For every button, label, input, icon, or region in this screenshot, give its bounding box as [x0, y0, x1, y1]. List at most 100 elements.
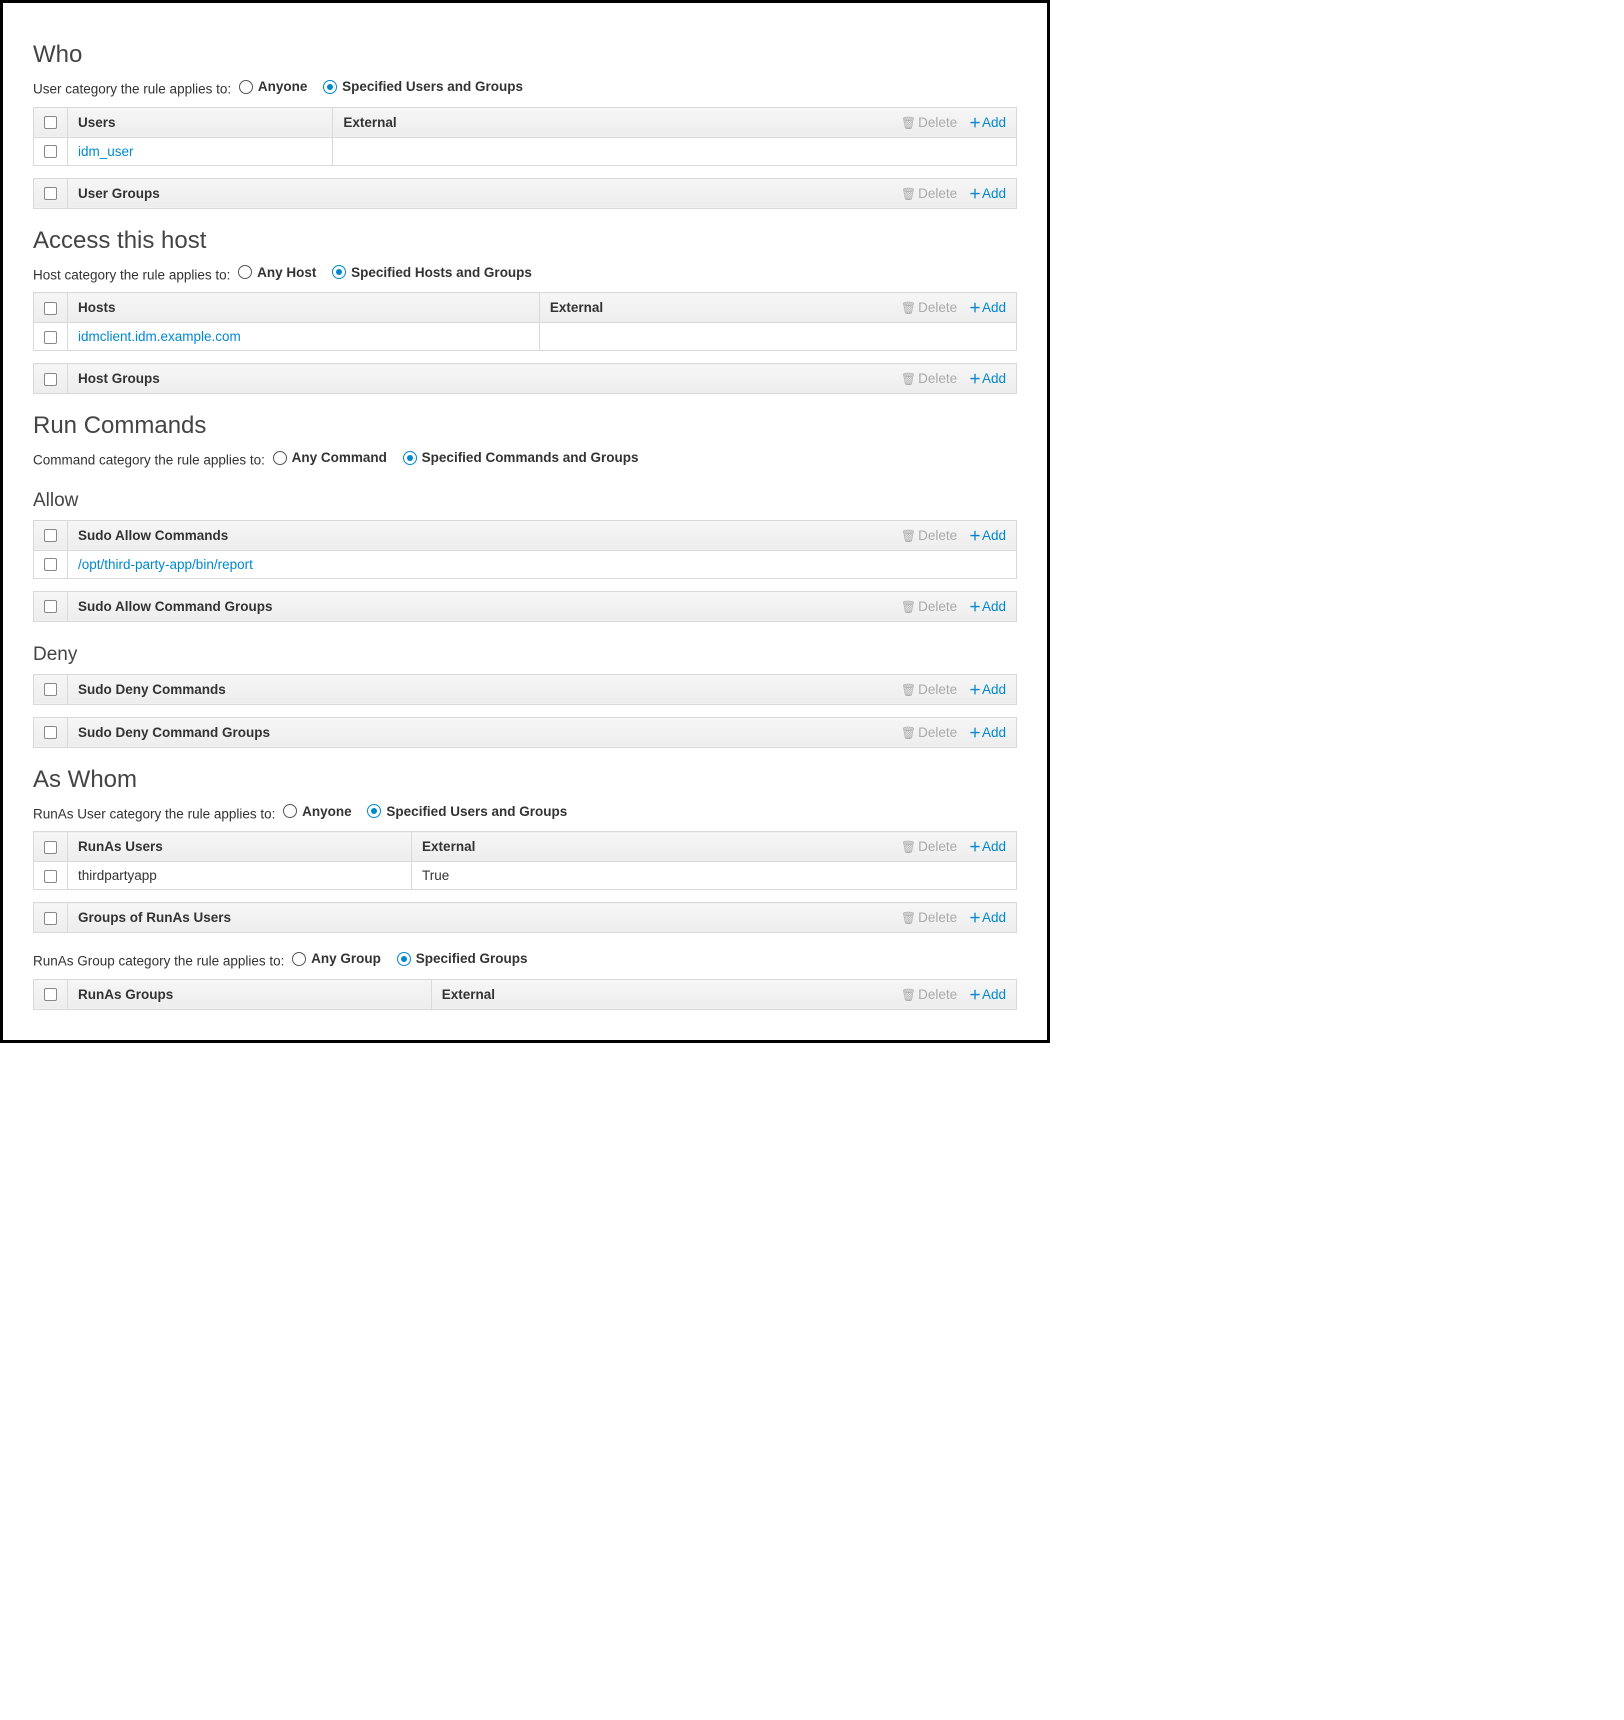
runas-groups-delete-button[interactable]: 🗑Delete [901, 987, 957, 1002]
user-link[interactable]: idm_user [78, 144, 134, 159]
runas-users-select-all-checkbox[interactable] [44, 841, 57, 854]
row-checkbox[interactable] [44, 145, 57, 158]
host-radio-specified[interactable]: Specified Hosts and Groups [328, 265, 532, 280]
radio-icon [238, 265, 252, 279]
allow-command-groups-add-button[interactable]: ＋Add [969, 599, 1006, 614]
runas-groups-external-header: External 🗑Delete ＋Add [431, 979, 1016, 1009]
trash-icon: 🗑 [901, 911, 916, 925]
deny-command-groups-select-all-checkbox[interactable] [44, 726, 57, 739]
run-commands-section-title: Run Commands [33, 412, 1017, 440]
host-radio-any[interactable]: Any Host [234, 265, 316, 280]
allow-commands-add-button[interactable]: ＋Add [969, 528, 1006, 543]
runas-user-external-cell: True [412, 862, 1017, 890]
runas-groups-header: RunAs Groups [68, 979, 432, 1009]
hosts-delete-button[interactable]: 🗑Delete [901, 300, 957, 315]
command-radio-specified[interactable]: Specified Commands and Groups [399, 450, 639, 465]
hosts-table: Hosts External 🗑Delete ＋Add idmclient.id… [33, 292, 1017, 351]
row-checkbox[interactable] [44, 558, 57, 571]
deny-commands-select-all-checkbox[interactable] [44, 683, 57, 696]
trash-icon: 🗑 [901, 301, 916, 315]
plus-icon: ＋ [969, 185, 981, 202]
runas-users-header: RunAs Users [68, 832, 412, 862]
groups-of-runas-users-delete-button[interactable]: 🗑Delete [901, 910, 957, 925]
user-groups-add-button[interactable]: ＋Add [969, 186, 1006, 201]
row-checkbox[interactable] [44, 870, 57, 883]
runas-group-radio-specified[interactable]: Specified Groups [393, 951, 528, 966]
user-groups-delete-button[interactable]: 🗑Delete [901, 186, 957, 201]
user-groups-select-all-checkbox[interactable] [44, 187, 57, 200]
radio-icon [367, 804, 381, 818]
trash-icon: 🗑 [901, 840, 916, 854]
radio-icon [273, 451, 287, 465]
runas-users-external-header: External 🗑Delete ＋Add [412, 832, 1017, 862]
allow-command-groups-select-all-checkbox[interactable] [44, 600, 57, 613]
table-row: thirdpartyapp True [34, 862, 1017, 890]
users-select-all-checkbox[interactable] [44, 116, 57, 129]
runas-groups-table: RunAs Groups External 🗑Delete ＋Add [33, 979, 1017, 1010]
deny-commands-add-button[interactable]: ＋Add [969, 682, 1006, 697]
who-radio-specified[interactable]: Specified Users and Groups [319, 79, 523, 94]
runas-groups-select-all-checkbox[interactable] [44, 988, 57, 1001]
groups-of-runas-users-add-button[interactable]: ＋Add [969, 910, 1006, 925]
deny-command-groups-add-button[interactable]: ＋Add [969, 725, 1006, 740]
hosts-select-all-checkbox[interactable] [44, 302, 57, 315]
users-delete-button[interactable]: 🗑Delete [901, 115, 957, 130]
radio-icon [403, 451, 417, 465]
hosts-external-header: External 🗑Delete ＋Add [539, 293, 1016, 323]
users-add-button[interactable]: ＋Add [969, 115, 1006, 130]
groups-of-runas-users-table: Groups of RunAs Users 🗑Delete ＋Add [33, 902, 1017, 933]
plus-icon: ＋ [969, 909, 981, 926]
runas-group-radio-any[interactable]: Any Group [288, 951, 381, 966]
host-groups-delete-button[interactable]: 🗑Delete [901, 371, 957, 386]
trash-icon: 🗑 [901, 683, 916, 697]
table-row: idmclient.idm.example.com [34, 323, 1017, 351]
groups-of-runas-users-select-all-checkbox[interactable] [44, 912, 57, 925]
users-header: Users [68, 107, 333, 137]
user-groups-table: User Groups 🗑Delete ＋Add [33, 178, 1017, 209]
table-row: /opt/third-party-app/bin/report [34, 550, 1017, 578]
allow-command-groups-delete-button[interactable]: 🗑Delete [901, 599, 957, 614]
host-groups-table: Host Groups 🗑Delete ＋Add [33, 363, 1017, 394]
host-groups-header: Host Groups 🗑Delete ＋Add [68, 364, 1017, 394]
deny-commands-header: Sudo Deny Commands 🗑Delete ＋Add [68, 674, 1017, 704]
runas-users-add-button[interactable]: ＋Add [969, 839, 1006, 854]
user-external-cell [333, 137, 1017, 165]
plus-icon: ＋ [969, 527, 981, 544]
sudo-rule-page: Who User category the rule applies to: A… [3, 3, 1047, 1040]
host-groups-add-button[interactable]: ＋Add [969, 371, 1006, 386]
hosts-add-button[interactable]: ＋Add [969, 300, 1006, 315]
runas-groups-add-button[interactable]: ＋Add [969, 987, 1006, 1002]
runas-users-delete-button[interactable]: 🗑Delete [901, 839, 957, 854]
row-checkbox[interactable] [44, 331, 57, 344]
trash-icon: 🗑 [901, 726, 916, 740]
who-category-label: User category the rule applies to: [33, 82, 231, 97]
radio-icon [283, 804, 297, 818]
deny-command-groups-delete-button[interactable]: 🗑Delete [901, 725, 957, 740]
groups-of-runas-users-header: Groups of RunAs Users 🗑Delete ＋Add [68, 903, 1017, 933]
trash-icon: 🗑 [901, 187, 916, 201]
user-groups-header: User Groups 🗑Delete ＋Add [68, 178, 1017, 208]
allow-commands-select-all-checkbox[interactable] [44, 529, 57, 542]
runas-user-radio-specified[interactable]: Specified Users and Groups [363, 804, 567, 819]
command-radio-any[interactable]: Any Command [269, 450, 387, 465]
runas-user-category-line: RunAs User category the rule applies to:… [33, 804, 1017, 822]
host-groups-select-all-checkbox[interactable] [44, 373, 57, 386]
plus-icon: ＋ [969, 724, 981, 741]
runas-user-radio-anyone[interactable]: Anyone [279, 804, 352, 819]
radio-icon [323, 80, 337, 94]
deny-commands-delete-button[interactable]: 🗑Delete [901, 682, 957, 697]
trash-icon: 🗑 [901, 988, 916, 1002]
command-category-label: Command category the rule applies to: [33, 453, 265, 468]
who-radio-anyone[interactable]: Anyone [235, 79, 308, 94]
trash-icon: 🗑 [901, 529, 916, 543]
radio-icon [397, 952, 411, 966]
allow-command-groups-table: Sudo Allow Command Groups 🗑Delete ＋Add [33, 591, 1017, 622]
plus-icon: ＋ [969, 299, 981, 316]
host-link[interactable]: idmclient.idm.example.com [78, 329, 241, 344]
command-link[interactable]: /opt/third-party-app/bin/report [78, 557, 253, 572]
allow-commands-delete-button[interactable]: 🗑Delete [901, 528, 957, 543]
users-external-header: External 🗑Delete ＋Add [333, 107, 1017, 137]
trash-icon: 🗑 [901, 116, 916, 130]
table-row: idm_user [34, 137, 1017, 165]
deny-commands-table: Sudo Deny Commands 🗑Delete ＋Add [33, 674, 1017, 705]
